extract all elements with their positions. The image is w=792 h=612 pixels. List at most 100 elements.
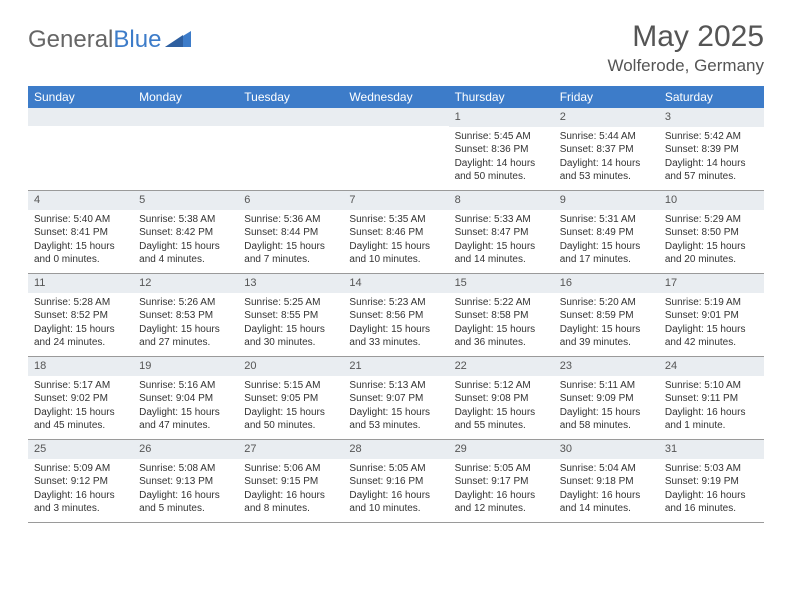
sunset-line: Sunset: 8:49 PM — [560, 226, 653, 240]
day-number: 1 — [449, 108, 554, 127]
sunrise-line: Sunrise: 5:04 AM — [560, 462, 653, 476]
day-cell — [238, 108, 343, 190]
sunset-line: Sunset: 9:01 PM — [665, 309, 758, 323]
daylight-line: Daylight: 15 hours and 45 minutes. — [34, 406, 127, 433]
day-body: Sunrise: 5:36 AMSunset: 8:44 PMDaylight:… — [238, 210, 343, 273]
daylight-line: Daylight: 15 hours and 4 minutes. — [139, 240, 232, 267]
sunset-line: Sunset: 9:16 PM — [349, 475, 442, 489]
day-cell — [133, 108, 238, 190]
day-cell: 4Sunrise: 5:40 AMSunset: 8:41 PMDaylight… — [28, 191, 133, 273]
week-row: 1Sunrise: 5:45 AMSunset: 8:36 PMDaylight… — [28, 108, 764, 191]
title-block: May 2025 Wolferode, Germany — [607, 20, 764, 76]
empty-day-bar — [133, 108, 238, 126]
day-body: Sunrise: 5:38 AMSunset: 8:42 PMDaylight:… — [133, 210, 238, 273]
sunrise-line: Sunrise: 5:19 AM — [665, 296, 758, 310]
sunrise-line: Sunrise: 5:09 AM — [34, 462, 127, 476]
sunset-line: Sunset: 8:50 PM — [665, 226, 758, 240]
sunrise-line: Sunrise: 5:31 AM — [560, 213, 653, 227]
daylight-line: Daylight: 16 hours and 5 minutes. — [139, 489, 232, 516]
day-number: 2 — [554, 108, 659, 127]
day-number: 29 — [449, 440, 554, 459]
day-number: 9 — [554, 191, 659, 210]
week-row: 18Sunrise: 5:17 AMSunset: 9:02 PMDayligh… — [28, 357, 764, 440]
week-row: 11Sunrise: 5:28 AMSunset: 8:52 PMDayligh… — [28, 274, 764, 357]
sunset-line: Sunset: 9:04 PM — [139, 392, 232, 406]
day-number: 21 — [343, 357, 448, 376]
day-number: 20 — [238, 357, 343, 376]
day-number: 27 — [238, 440, 343, 459]
day-body: Sunrise: 5:45 AMSunset: 8:36 PMDaylight:… — [449, 127, 554, 190]
daylight-line: Daylight: 15 hours and 17 minutes. — [560, 240, 653, 267]
day-number: 10 — [659, 191, 764, 210]
sunrise-line: Sunrise: 5:06 AM — [244, 462, 337, 476]
day-body: Sunrise: 5:26 AMSunset: 8:53 PMDaylight:… — [133, 293, 238, 356]
day-body: Sunrise: 5:35 AMSunset: 8:46 PMDaylight:… — [343, 210, 448, 273]
sunrise-line: Sunrise: 5:23 AM — [349, 296, 442, 310]
sunrise-line: Sunrise: 5:11 AM — [560, 379, 653, 393]
day-body: Sunrise: 5:05 AMSunset: 9:16 PMDaylight:… — [343, 459, 448, 522]
day-cell: 7Sunrise: 5:35 AMSunset: 8:46 PMDaylight… — [343, 191, 448, 273]
weekday-cell: Tuesday — [238, 86, 343, 108]
sunset-line: Sunset: 9:02 PM — [34, 392, 127, 406]
day-cell: 18Sunrise: 5:17 AMSunset: 9:02 PMDayligh… — [28, 357, 133, 439]
day-cell: 27Sunrise: 5:06 AMSunset: 9:15 PMDayligh… — [238, 440, 343, 522]
sunset-line: Sunset: 8:41 PM — [34, 226, 127, 240]
sunrise-line: Sunrise: 5:38 AM — [139, 213, 232, 227]
day-cell: 31Sunrise: 5:03 AMSunset: 9:19 PMDayligh… — [659, 440, 764, 522]
day-body: Sunrise: 5:29 AMSunset: 8:50 PMDaylight:… — [659, 210, 764, 273]
day-body: Sunrise: 5:42 AMSunset: 8:39 PMDaylight:… — [659, 127, 764, 190]
day-body: Sunrise: 5:23 AMSunset: 8:56 PMDaylight:… — [343, 293, 448, 356]
daylight-line: Daylight: 16 hours and 3 minutes. — [34, 489, 127, 516]
day-body: Sunrise: 5:09 AMSunset: 9:12 PMDaylight:… — [28, 459, 133, 522]
daylight-line: Daylight: 15 hours and 33 minutes. — [349, 323, 442, 350]
sunset-line: Sunset: 9:11 PM — [665, 392, 758, 406]
day-body: Sunrise: 5:06 AMSunset: 9:15 PMDaylight:… — [238, 459, 343, 522]
sunrise-line: Sunrise: 5:05 AM — [349, 462, 442, 476]
sunrise-line: Sunrise: 5:05 AM — [455, 462, 548, 476]
sunrise-line: Sunrise: 5:42 AM — [665, 130, 758, 144]
day-cell: 17Sunrise: 5:19 AMSunset: 9:01 PMDayligh… — [659, 274, 764, 356]
sunrise-line: Sunrise: 5:33 AM — [455, 213, 548, 227]
sunset-line: Sunset: 8:46 PM — [349, 226, 442, 240]
day-number: 28 — [343, 440, 448, 459]
daylight-line: Daylight: 15 hours and 55 minutes. — [455, 406, 548, 433]
daylight-line: Daylight: 15 hours and 50 minutes. — [244, 406, 337, 433]
daylight-line: Daylight: 15 hours and 58 minutes. — [560, 406, 653, 433]
day-body: Sunrise: 5:31 AMSunset: 8:49 PMDaylight:… — [554, 210, 659, 273]
day-cell: 24Sunrise: 5:10 AMSunset: 9:11 PMDayligh… — [659, 357, 764, 439]
day-cell: 14Sunrise: 5:23 AMSunset: 8:56 PMDayligh… — [343, 274, 448, 356]
day-number: 24 — [659, 357, 764, 376]
sunrise-line: Sunrise: 5:15 AM — [244, 379, 337, 393]
day-body: Sunrise: 5:33 AMSunset: 8:47 PMDaylight:… — [449, 210, 554, 273]
calendar: SundayMondayTuesdayWednesdayThursdayFrid… — [28, 86, 764, 523]
daylight-line: Daylight: 15 hours and 42 minutes. — [665, 323, 758, 350]
day-cell: 22Sunrise: 5:12 AMSunset: 9:08 PMDayligh… — [449, 357, 554, 439]
sunrise-line: Sunrise: 5:12 AM — [455, 379, 548, 393]
daylight-line: Daylight: 15 hours and 27 minutes. — [139, 323, 232, 350]
day-body: Sunrise: 5:10 AMSunset: 9:11 PMDaylight:… — [659, 376, 764, 439]
daylight-line: Daylight: 15 hours and 0 minutes. — [34, 240, 127, 267]
sunrise-line: Sunrise: 5:28 AM — [34, 296, 127, 310]
day-cell: 20Sunrise: 5:15 AMSunset: 9:05 PMDayligh… — [238, 357, 343, 439]
daylight-line: Daylight: 15 hours and 14 minutes. — [455, 240, 548, 267]
daylight-line: Daylight: 16 hours and 8 minutes. — [244, 489, 337, 516]
day-body: Sunrise: 5:19 AMSunset: 9:01 PMDaylight:… — [659, 293, 764, 356]
sunrise-line: Sunrise: 5:40 AM — [34, 213, 127, 227]
sunset-line: Sunset: 8:55 PM — [244, 309, 337, 323]
day-number: 14 — [343, 274, 448, 293]
daylight-line: Daylight: 16 hours and 16 minutes. — [665, 489, 758, 516]
sunrise-line: Sunrise: 5:17 AM — [34, 379, 127, 393]
daylight-line: Daylight: 16 hours and 12 minutes. — [455, 489, 548, 516]
day-cell: 5Sunrise: 5:38 AMSunset: 8:42 PMDaylight… — [133, 191, 238, 273]
daylight-line: Daylight: 16 hours and 10 minutes. — [349, 489, 442, 516]
day-cell: 11Sunrise: 5:28 AMSunset: 8:52 PMDayligh… — [28, 274, 133, 356]
sunrise-line: Sunrise: 5:13 AM — [349, 379, 442, 393]
day-number: 17 — [659, 274, 764, 293]
daylight-line: Daylight: 15 hours and 47 minutes. — [139, 406, 232, 433]
day-body: Sunrise: 5:28 AMSunset: 8:52 PMDaylight:… — [28, 293, 133, 356]
daylight-line: Daylight: 14 hours and 50 minutes. — [455, 157, 548, 184]
day-number: 13 — [238, 274, 343, 293]
weekday-cell: Monday — [133, 86, 238, 108]
day-cell: 12Sunrise: 5:26 AMSunset: 8:53 PMDayligh… — [133, 274, 238, 356]
sunset-line: Sunset: 8:56 PM — [349, 309, 442, 323]
